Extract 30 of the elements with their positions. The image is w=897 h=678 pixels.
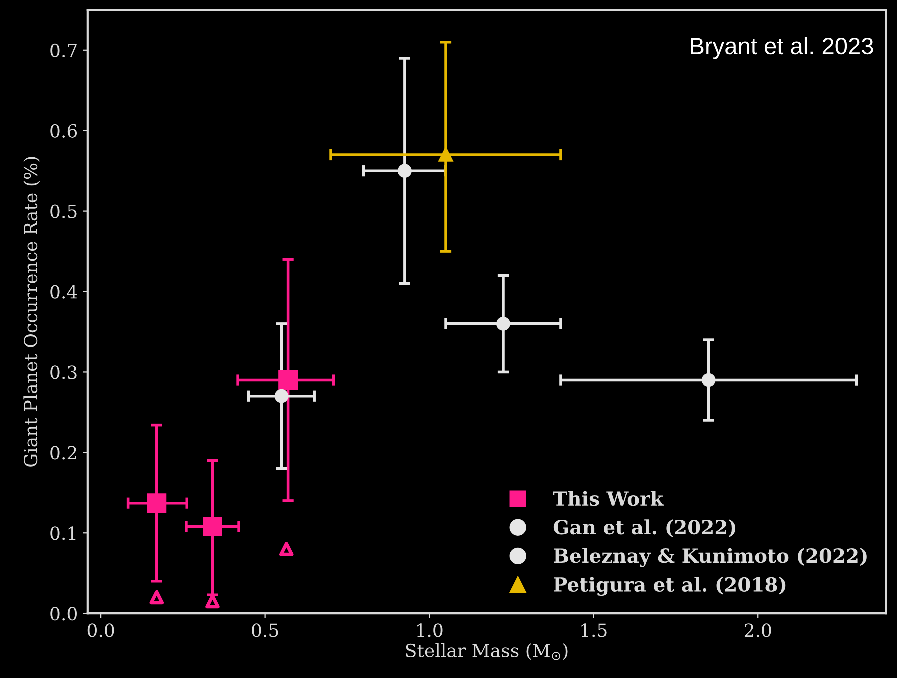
x-tick-label: 1.0 <box>417 624 443 638</box>
y-tick-label: 0.6 <box>50 124 78 138</box>
legend-label: Gan et al. (2022) <box>554 520 736 538</box>
point <box>150 590 164 605</box>
point <box>203 516 222 536</box>
point <box>496 317 510 331</box>
y-tick-label: 0.2 <box>50 446 76 460</box>
x-tick-label: 0.5 <box>252 624 278 638</box>
legend-label: Petigura et al. (2018) <box>554 576 786 596</box>
y-tick-label: 0.5 <box>50 204 77 218</box>
y-tick-label: 0.7 <box>50 44 77 58</box>
x-tick-label: 2.0 <box>744 624 772 638</box>
y-tick-label: 0.1 <box>50 526 76 540</box>
x-tick-label: 0.0 <box>88 624 114 638</box>
annotation: Bryant et al. 2023 <box>691 37 874 60</box>
x-axis-title: Stellar Mass (M$_{⊙}$) <box>406 644 568 660</box>
point <box>439 148 453 162</box>
legend-label: This Work <box>553 491 664 506</box>
y-tick-label: 0.4 <box>50 285 78 299</box>
point <box>147 494 167 514</box>
point <box>702 373 716 388</box>
y-tick-label: 0.3 <box>50 366 77 380</box>
y-axis-title: Giant Planet Occurrence Rate (%) <box>24 157 40 467</box>
point <box>398 164 412 178</box>
y-tick-label: 0.0 <box>50 607 77 621</box>
point <box>278 370 298 390</box>
x-tick-label: 1.5 <box>582 624 607 638</box>
point <box>274 389 289 404</box>
legend-label: Beleznay & Kunimoto (2022) <box>554 548 867 568</box>
point <box>280 542 294 556</box>
